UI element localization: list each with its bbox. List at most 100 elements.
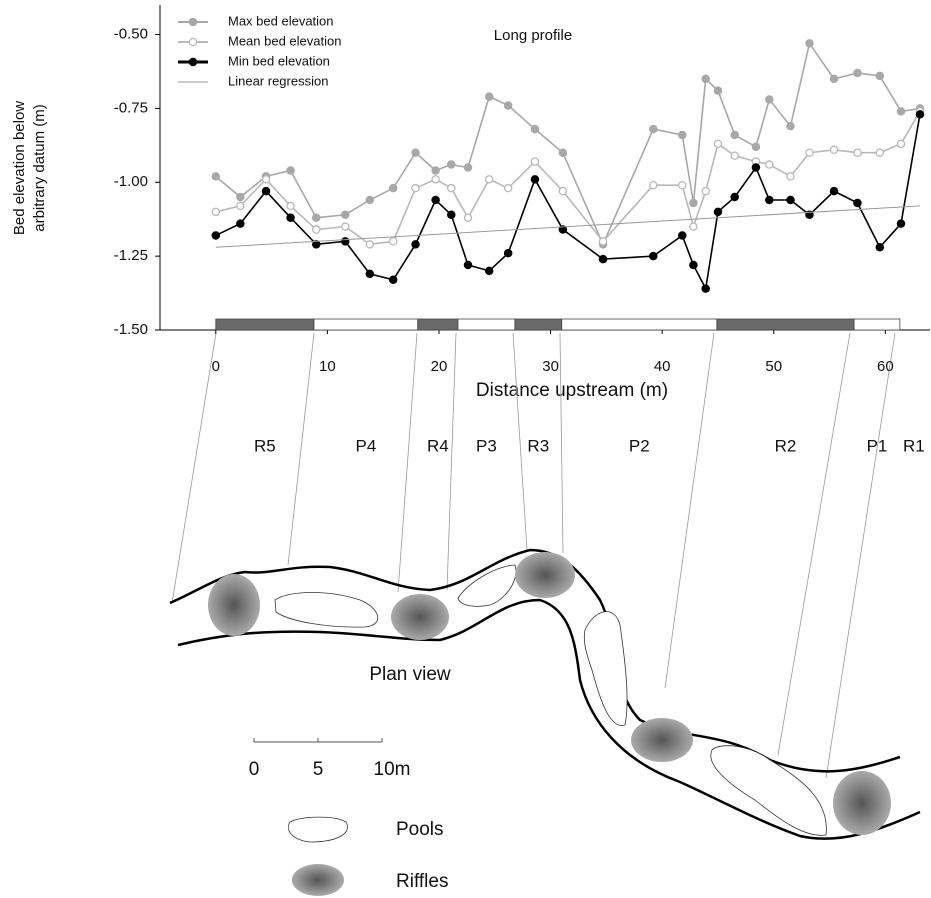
point bbox=[311, 240, 321, 249]
point bbox=[896, 139, 906, 149]
point bbox=[875, 148, 885, 157]
point bbox=[463, 163, 473, 172]
reach-label: P2 bbox=[629, 436, 650, 455]
point bbox=[365, 195, 375, 205]
point bbox=[786, 121, 795, 131]
point bbox=[340, 222, 350, 231]
reach-label: R2 bbox=[775, 436, 797, 455]
point bbox=[829, 145, 839, 155]
point bbox=[786, 172, 795, 181]
scale-label: 10m bbox=[374, 759, 411, 780]
pool-reach bbox=[313, 318, 419, 331]
connector bbox=[397, 332, 418, 593]
point bbox=[853, 148, 862, 157]
point bbox=[701, 284, 710, 293]
connector bbox=[446, 332, 457, 591]
point bbox=[530, 157, 540, 166]
point bbox=[765, 95, 774, 104]
point bbox=[853, 68, 862, 78]
legend-label: Mean bed elevation bbox=[228, 33, 341, 48]
point bbox=[648, 124, 658, 134]
point bbox=[765, 160, 774, 169]
reach-label: R1 bbox=[903, 436, 925, 455]
series-line bbox=[215, 205, 920, 248]
riffle bbox=[631, 718, 693, 762]
point bbox=[829, 186, 839, 196]
point bbox=[730, 151, 739, 160]
reach-label: R3 bbox=[527, 436, 549, 455]
bank bbox=[169, 548, 901, 773]
point bbox=[431, 166, 440, 175]
point bbox=[286, 213, 295, 222]
point bbox=[896, 219, 906, 228]
point bbox=[751, 142, 761, 152]
x-tick-label: 40 bbox=[654, 358, 671, 375]
pool bbox=[457, 564, 517, 607]
reach-label: P4 bbox=[355, 436, 376, 455]
point bbox=[431, 175, 440, 184]
scale-label: 5 bbox=[313, 759, 324, 780]
point bbox=[365, 269, 375, 279]
riffle bbox=[208, 574, 260, 636]
y-tick-label: -1.25 bbox=[114, 247, 148, 264]
reach-label: R5 bbox=[254, 436, 276, 455]
point bbox=[875, 71, 885, 81]
point bbox=[648, 180, 658, 190]
y-tick-label: -0.50 bbox=[114, 26, 148, 43]
legend-label: Linear regression bbox=[228, 73, 328, 88]
legend-label: Riffles bbox=[396, 871, 448, 892]
x-tick-label: 20 bbox=[431, 358, 448, 375]
pool-reach bbox=[457, 318, 516, 331]
point bbox=[805, 148, 814, 157]
reach-label: R4 bbox=[427, 436, 449, 455]
point bbox=[765, 195, 774, 205]
point bbox=[678, 231, 687, 240]
legend-marker bbox=[188, 17, 198, 27]
connectors bbox=[171, 332, 896, 779]
series-line bbox=[215, 114, 921, 292]
point bbox=[829, 74, 839, 84]
point bbox=[340, 210, 350, 220]
pool bbox=[710, 745, 827, 836]
point bbox=[411, 148, 420, 157]
plan-view: Plan view bbox=[169, 548, 921, 840]
pool-reach bbox=[561, 318, 718, 331]
scale-label: 0 bbox=[249, 759, 260, 780]
point bbox=[678, 180, 687, 190]
point bbox=[689, 260, 698, 270]
x-tick-label: 60 bbox=[877, 358, 894, 375]
point bbox=[689, 198, 698, 208]
x-axis-label: Distance upstream (m) bbox=[476, 380, 668, 401]
point bbox=[261, 186, 271, 196]
point bbox=[530, 175, 540, 184]
point bbox=[730, 192, 739, 202]
point bbox=[853, 198, 862, 208]
point bbox=[805, 39, 814, 48]
point bbox=[598, 237, 608, 246]
point bbox=[447, 210, 456, 220]
point bbox=[431, 195, 440, 205]
point bbox=[340, 237, 350, 246]
point bbox=[713, 139, 723, 149]
point bbox=[689, 222, 698, 231]
riffle-reach bbox=[417, 318, 459, 331]
point bbox=[311, 213, 321, 222]
x-tick-label: 30 bbox=[542, 358, 559, 375]
point bbox=[503, 248, 513, 258]
point bbox=[751, 163, 761, 172]
connector bbox=[777, 332, 851, 756]
point bbox=[484, 92, 494, 101]
point bbox=[875, 243, 885, 252]
point bbox=[463, 213, 473, 222]
plot bbox=[211, 39, 925, 293]
riffle bbox=[391, 594, 449, 640]
connector bbox=[559, 332, 564, 554]
point bbox=[411, 183, 420, 193]
point bbox=[388, 237, 398, 246]
connector bbox=[825, 332, 896, 779]
riffle-reach bbox=[716, 318, 855, 331]
x-tick-label: 0 bbox=[212, 358, 220, 375]
point bbox=[311, 225, 321, 234]
